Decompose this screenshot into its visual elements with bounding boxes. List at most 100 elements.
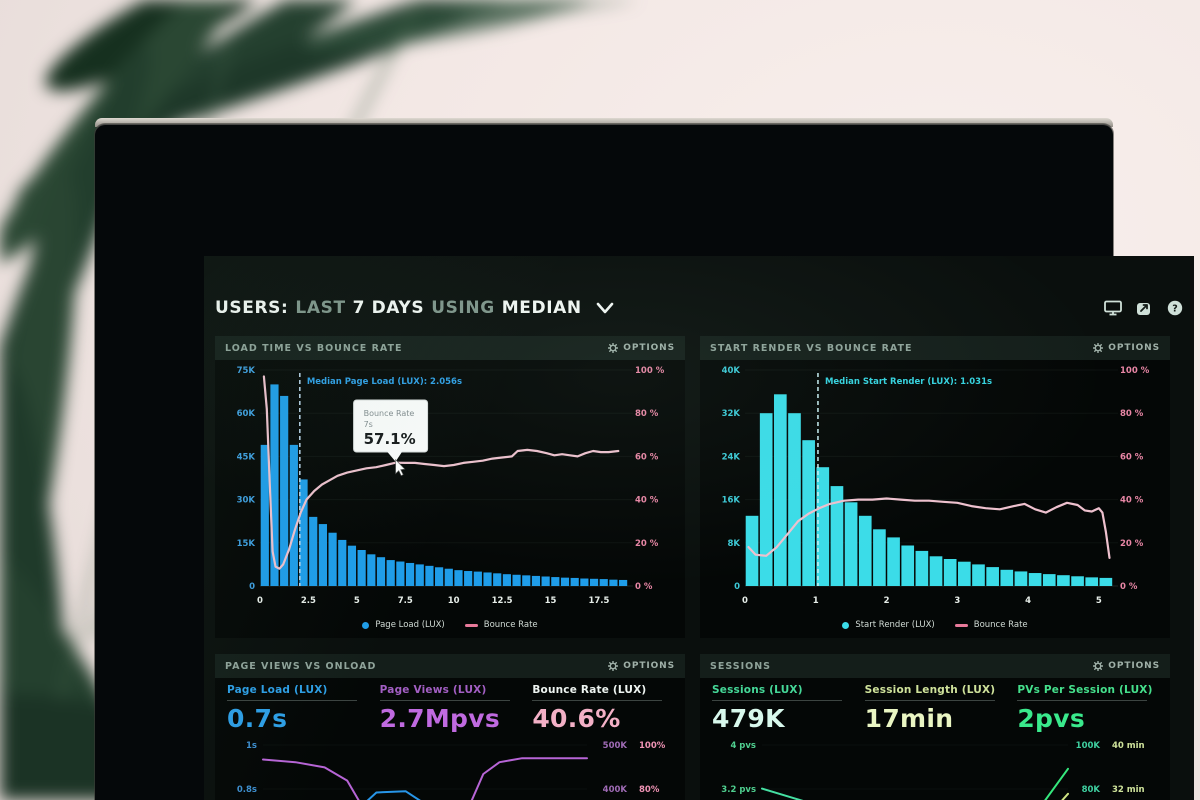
toolbar: ? bbox=[1104, 300, 1183, 316]
svg-text:7s: 7s bbox=[364, 420, 373, 429]
legend-item[interactable]: Bounce Rate bbox=[954, 620, 1028, 630]
svg-text:20 %: 20 % bbox=[635, 539, 659, 549]
svg-text:15K: 15K bbox=[237, 539, 256, 549]
legend-label: Bounce Rate bbox=[973, 620, 1028, 630]
options-label: OPTIONS bbox=[1108, 343, 1160, 353]
svg-text:5: 5 bbox=[354, 596, 360, 606]
svg-text:57.1%: 57.1% bbox=[364, 430, 416, 448]
svg-text:40 min: 40 min bbox=[1112, 741, 1145, 751]
median-label: Median Start Render (LUX): 1.031s bbox=[825, 377, 992, 387]
metric-underline bbox=[864, 700, 995, 701]
svg-text:500K: 500K bbox=[603, 741, 628, 751]
legend-item[interactable]: Bounce Rate bbox=[464, 620, 538, 630]
svg-text:45K: 45K bbox=[237, 452, 256, 462]
svg-text:3.2 pvs: 3.2 pvs bbox=[721, 785, 756, 795]
legend-swatch bbox=[464, 623, 478, 627]
options-label: OPTIONS bbox=[1108, 661, 1160, 671]
svg-text:32K: 32K bbox=[722, 409, 741, 419]
svg-text:80 %: 80 % bbox=[635, 409, 659, 419]
panel-header: LOAD TIME VS BOUNCE RATE OPTIONS bbox=[215, 336, 685, 360]
histogram-bars bbox=[745, 394, 1113, 586]
metric-label: PVs Per Session (LUX) bbox=[1017, 684, 1153, 696]
svg-text:3: 3 bbox=[954, 596, 960, 606]
help-icon[interactable]: ? bbox=[1167, 300, 1183, 316]
metric-underline bbox=[1017, 700, 1148, 701]
load-time-chart[interactable]: Median Page Load (LUX): 2.056s 0 15K 30K 45K… bbox=[215, 360, 685, 612]
metric-pvs-per-session: PVs Per Session (LUX) 2pvs bbox=[1017, 684, 1158, 736]
panel-title: SESSIONS bbox=[710, 660, 771, 672]
svg-text:60 %: 60 % bbox=[635, 452, 659, 462]
svg-text:0: 0 bbox=[249, 582, 255, 592]
svg-text:5: 5 bbox=[1096, 596, 1102, 606]
legend-swatch bbox=[362, 621, 370, 629]
svg-text:4: 4 bbox=[1025, 596, 1031, 606]
metric-label: Sessions (LUX) bbox=[712, 684, 803, 696]
x-axis-labels: 0 1 2 3 4 5 bbox=[742, 596, 1102, 606]
metric-underline bbox=[227, 700, 357, 701]
mouse-cursor bbox=[395, 458, 406, 477]
svg-text:16K: 16K bbox=[722, 496, 741, 506]
legend-swatch bbox=[954, 623, 968, 627]
svg-text:1s: 1s bbox=[246, 741, 257, 751]
options-button[interactable]: OPTIONS bbox=[608, 661, 675, 671]
x-axis-labels: 0 2.5 5 7.5 10 12.5 15 17.5 bbox=[257, 596, 609, 606]
series-line bbox=[366, 790, 421, 800]
share-icon[interactable] bbox=[1136, 300, 1153, 316]
metric-sessions: Sessions (LUX) 479K bbox=[712, 684, 853, 736]
legend-label: Page Load (LUX) bbox=[375, 620, 445, 630]
gridlines bbox=[745, 369, 1118, 587]
panel-title: START RENDER VS BOUNCE RATE bbox=[710, 342, 913, 354]
display-icon[interactable] bbox=[1104, 300, 1122, 316]
options-button[interactable]: OPTIONS bbox=[608, 343, 675, 353]
page-views-chart[interactable]: 1s500K100%0.8s400K80%0.6s300K60%0.4s200K… bbox=[215, 736, 685, 800]
svg-text:17.5: 17.5 bbox=[588, 596, 609, 606]
left-axis-labels: 0 15K 30K 45K 60K 75K bbox=[237, 366, 256, 592]
svg-text:0: 0 bbox=[734, 582, 740, 592]
metric-value: 17min bbox=[864, 704, 954, 733]
svg-text:40 %: 40 % bbox=[635, 496, 659, 506]
options-label: OPTIONS bbox=[623, 661, 675, 671]
svg-text:0 %: 0 % bbox=[1120, 582, 1138, 592]
chevron-down-icon[interactable] bbox=[595, 301, 615, 315]
svg-text:400K: 400K bbox=[603, 785, 628, 795]
legend-item[interactable]: Start Render (LUX) bbox=[842, 620, 935, 630]
svg-text:0 %: 0 % bbox=[635, 582, 653, 592]
metric-value: 2.7Mpvs bbox=[379, 704, 501, 733]
legend-swatch bbox=[842, 621, 850, 629]
metric-label: Page Views (LUX) bbox=[379, 684, 487, 696]
right-axis-labels: 0 % 20 % 40 % 60 % 80 % 100 % bbox=[635, 366, 665, 592]
legend-item[interactable]: Page Load (LUX) bbox=[362, 620, 445, 630]
options-button[interactable]: OPTIONS bbox=[1093, 661, 1160, 671]
svg-text:?: ? bbox=[1172, 303, 1178, 314]
median-label: Median Page Load (LUX): 2.056s bbox=[307, 377, 462, 387]
metric-underline bbox=[532, 700, 663, 701]
options-button[interactable]: OPTIONS bbox=[1093, 343, 1160, 353]
svg-text:100K: 100K bbox=[1076, 741, 1101, 751]
dashboard-titlebar: USERS: LAST 7 DAYS USING MEDIAN ? bbox=[215, 294, 1183, 322]
panel-start-render: START RENDER VS BOUNCE RATE OPTIONS Medi… bbox=[700, 336, 1170, 638]
histogram-bars bbox=[260, 384, 628, 586]
svg-text:1: 1 bbox=[813, 596, 819, 606]
panel-header: SESSIONS OPTIONS bbox=[700, 654, 1170, 678]
svg-text:100 %: 100 % bbox=[1120, 366, 1150, 376]
svg-text:0.8s: 0.8s bbox=[237, 785, 257, 795]
laptop-lid-edge bbox=[95, 118, 1113, 127]
metric-underline bbox=[379, 700, 510, 701]
svg-text:32 min: 32 min bbox=[1112, 785, 1145, 795]
metric-value: 2pvs bbox=[1017, 704, 1086, 733]
svg-text:80%: 80% bbox=[639, 785, 660, 795]
svg-text:30K: 30K bbox=[237, 496, 256, 506]
gear-icon bbox=[1093, 343, 1104, 353]
laptop: USERS: LAST 7 DAYS USING MEDIAN ? bbox=[95, 124, 1194, 800]
panel-title: LOAD TIME VS BOUNCE RATE bbox=[225, 342, 403, 354]
start-render-chart[interactable]: Median Start Render (LUX): 1.031s 0 8K 16K 2… bbox=[700, 360, 1170, 612]
page-title-last: LAST bbox=[295, 298, 346, 318]
panel-sessions: SESSIONS OPTIONS Sessions (LUX) 479K Ses… bbox=[700, 654, 1170, 800]
axis-rows: 1s500K100%0.8s400K80%0.6s300K60%0.4s200K… bbox=[237, 741, 666, 795]
page-title-users: USERS: bbox=[215, 298, 289, 318]
chart-legend: Page Load (LUX) Bounce Rate bbox=[215, 612, 685, 638]
svg-text:60 %: 60 % bbox=[1120, 452, 1144, 462]
